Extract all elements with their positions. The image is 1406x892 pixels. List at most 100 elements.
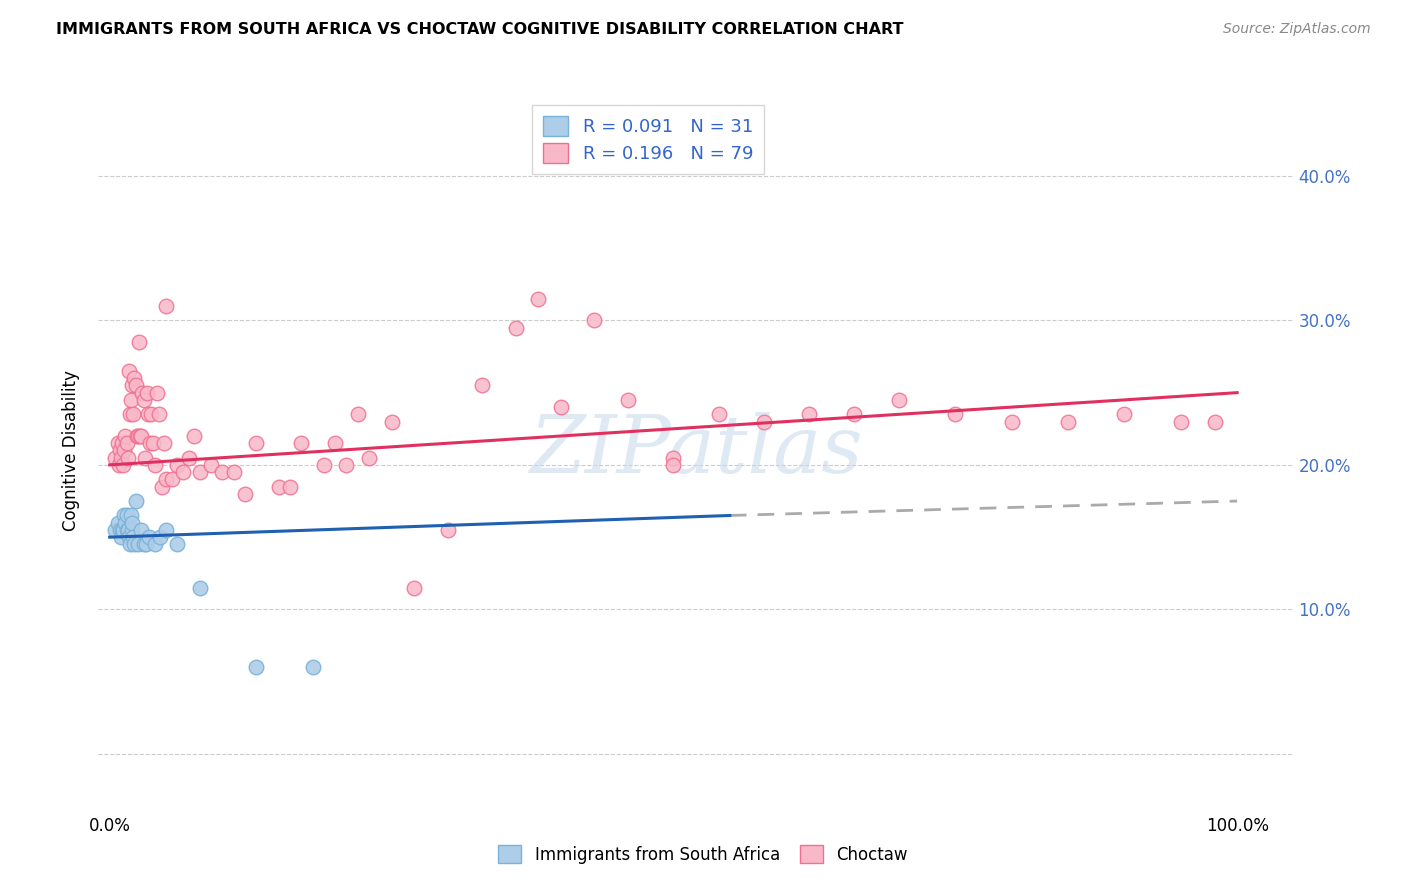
- Point: [111, 436, 134, 450]
- Point: [107, 458, 129, 472]
- Point: [115, 436, 138, 450]
- Y-axis label: Cognitive Disability: Cognitive Disability: [62, 370, 80, 531]
- Point: [617, 392, 640, 407]
- Point: [267, 480, 290, 494]
- Point: [117, 523, 139, 537]
- Point: [110, 530, 132, 544]
- Point: [108, 523, 131, 537]
- Point: [505, 320, 527, 334]
- Point: [150, 480, 173, 494]
- Point: [128, 334, 150, 349]
- Point: [129, 429, 152, 443]
- Point: [139, 436, 162, 450]
- Point: [115, 508, 138, 523]
- Point: [346, 407, 368, 422]
- Point: [118, 537, 141, 551]
- Point: [129, 429, 152, 443]
- Point: [115, 523, 138, 537]
- Point: [120, 508, 142, 523]
- Point: [104, 450, 127, 465]
- Point: [1057, 415, 1080, 429]
- Point: [943, 407, 966, 422]
- Point: [380, 415, 402, 429]
- Point: [160, 472, 183, 486]
- Point: [134, 450, 156, 465]
- Point: [471, 378, 494, 392]
- Legend: Immigrants from South Africa, Choctaw: Immigrants from South Africa, Choctaw: [491, 838, 915, 871]
- Point: [114, 429, 136, 443]
- Point: [550, 400, 572, 414]
- Point: [155, 472, 177, 486]
- Point: [118, 530, 141, 544]
- Point: [108, 443, 131, 458]
- Point: [662, 450, 685, 465]
- Point: [335, 458, 357, 472]
- Point: [211, 465, 233, 479]
- Point: [124, 537, 146, 551]
- Point: [112, 523, 135, 537]
- Point: [135, 537, 157, 551]
- Point: [1114, 407, 1136, 422]
- Point: [437, 523, 460, 537]
- Point: [707, 407, 730, 422]
- Point: [153, 436, 176, 450]
- Point: [127, 429, 149, 443]
- Point: [200, 458, 222, 472]
- Point: [146, 385, 169, 400]
- Point: [143, 537, 166, 551]
- Point: [114, 516, 136, 530]
- Text: Source: ZipAtlas.com: Source: ZipAtlas.com: [1223, 22, 1371, 37]
- Point: [752, 415, 775, 429]
- Point: [136, 407, 159, 422]
- Point: [141, 407, 163, 422]
- Point: [1170, 415, 1192, 429]
- Point: [887, 392, 910, 407]
- Point: [245, 436, 267, 450]
- Point: [131, 385, 153, 400]
- Point: [135, 385, 157, 400]
- Point: [112, 443, 135, 458]
- Point: [122, 407, 145, 422]
- Point: [166, 458, 188, 472]
- Point: [290, 436, 312, 450]
- Point: [117, 450, 139, 465]
- Point: [233, 487, 256, 501]
- Text: IMMIGRANTS FROM SOUTH AFRICA VS CHOCTAW COGNITIVE DISABILITY CORRELATION CHART: IMMIGRANTS FROM SOUTH AFRICA VS CHOCTAW …: [56, 22, 904, 37]
- Point: [149, 530, 172, 544]
- Point: [404, 581, 426, 595]
- Point: [188, 581, 211, 595]
- Point: [188, 465, 211, 479]
- Point: [155, 523, 177, 537]
- Point: [132, 392, 155, 407]
- Point: [148, 407, 170, 422]
- Point: [245, 660, 267, 674]
- Point: [112, 508, 135, 523]
- Point: [527, 292, 550, 306]
- Point: [121, 516, 143, 530]
- Point: [183, 429, 205, 443]
- Point: [125, 429, 148, 443]
- Point: [111, 523, 134, 537]
- Point: [1204, 415, 1226, 429]
- Point: [312, 458, 335, 472]
- Point: [122, 530, 145, 544]
- Point: [141, 436, 163, 450]
- Point: [110, 450, 132, 465]
- Point: [1001, 415, 1024, 429]
- Point: [583, 313, 606, 327]
- Point: [124, 378, 146, 392]
- Point: [177, 450, 200, 465]
- Point: [222, 465, 245, 479]
- Point: [278, 480, 301, 494]
- Point: [104, 523, 127, 537]
- Point: [662, 458, 685, 472]
- Point: [842, 407, 865, 422]
- Point: [124, 494, 146, 508]
- Point: [301, 660, 323, 674]
- Point: [127, 537, 149, 551]
- Point: [323, 436, 346, 450]
- Point: [121, 378, 143, 392]
- Point: [155, 299, 177, 313]
- Point: [107, 516, 129, 530]
- Point: [166, 537, 188, 551]
